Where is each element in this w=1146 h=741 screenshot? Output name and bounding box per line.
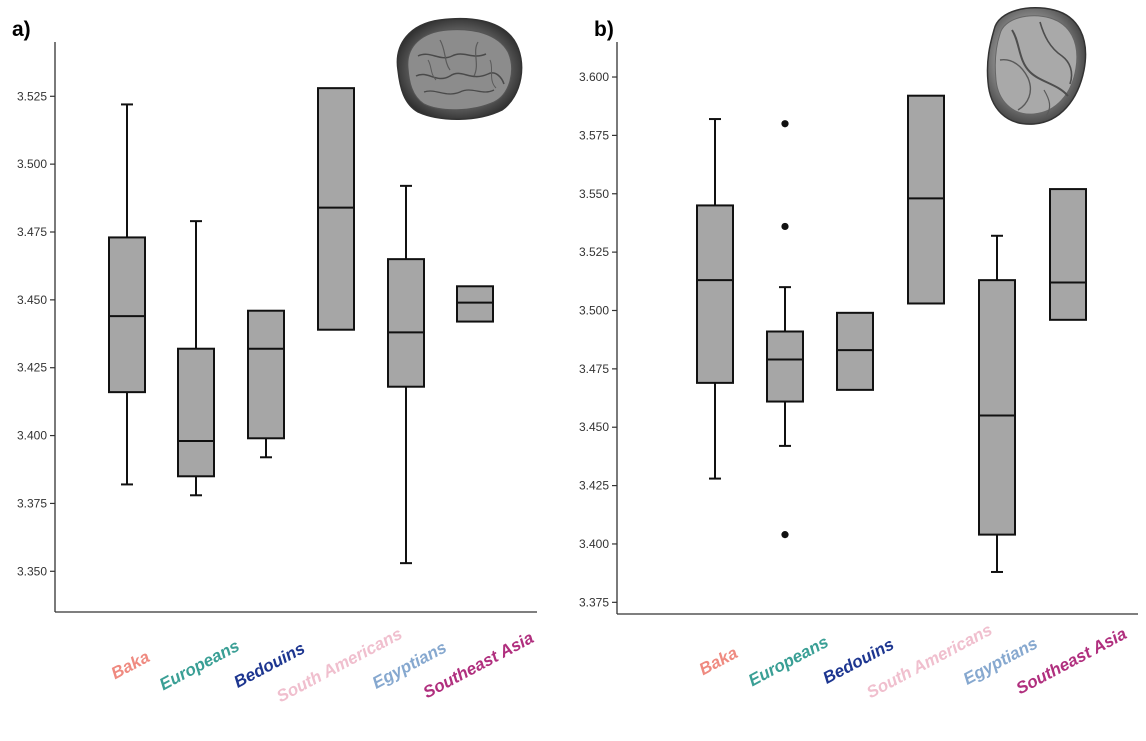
box-europeans xyxy=(766,120,804,539)
x-category-label: Europeans xyxy=(745,632,831,690)
iqr-box xyxy=(456,285,494,323)
box-bedouins xyxy=(836,311,874,391)
y-tick-label: 3.350 xyxy=(17,564,47,578)
y-tick-label: 3.400 xyxy=(579,537,609,551)
box-europeans xyxy=(177,220,215,497)
y-tick-label: 3.375 xyxy=(579,595,609,609)
iqr-box xyxy=(836,311,874,391)
iqr-box xyxy=(978,279,1016,536)
panel-b-plot: 3.375 3.400 3.425 3.450 3.475 3.500 3.525 3.550… xyxy=(579,42,1138,702)
box-bedouins xyxy=(247,309,285,459)
outlier-point xyxy=(781,120,789,128)
panel-a-plot: 3.350 3.375 3.400 3.425 3.450 3.475 3.500 3.525… xyxy=(17,42,537,706)
outlier-point xyxy=(781,531,789,539)
tooth-image-b xyxy=(986,7,1087,125)
box-south-americans xyxy=(317,87,355,331)
y-tick-label: 3.400 xyxy=(17,429,47,443)
iqr-box xyxy=(108,236,146,394)
iqr-box xyxy=(696,204,734,384)
box-southeast-asia xyxy=(456,285,494,323)
x-category-label: South Americans xyxy=(274,624,406,706)
box-southeast-asia xyxy=(1049,188,1087,321)
outlier-point xyxy=(781,222,789,231)
panel-a-label: a) xyxy=(12,18,31,41)
y-tick-label: 3.500 xyxy=(17,157,47,171)
y-tick-label: 3.525 xyxy=(579,245,609,259)
x-category-label: South Americans xyxy=(864,620,996,702)
iqr-box xyxy=(1049,188,1087,321)
panel-b: b) 3.3753.4003.4253.4503.4753.5003.5253.… xyxy=(579,7,1138,702)
box-egyptians xyxy=(978,234,1016,573)
iqr-box xyxy=(177,347,215,478)
x-category-label: Baka xyxy=(108,647,153,683)
y-tick-label: 3.450 xyxy=(579,420,609,434)
iqr-box xyxy=(766,330,804,403)
y-tick-label: 3.600 xyxy=(579,70,609,84)
y-tick-label: 3.425 xyxy=(17,361,47,375)
box-egyptians xyxy=(387,184,425,565)
y-tick-label: 3.375 xyxy=(17,496,47,510)
iqr-box xyxy=(247,309,285,440)
y-tick-label: 3.550 xyxy=(579,187,609,201)
y-tick-label: 3.475 xyxy=(579,362,609,376)
iqr-box xyxy=(907,94,945,305)
iqr-box xyxy=(317,87,355,331)
y-tick-label: 3.475 xyxy=(17,225,47,239)
panel-a: a) 3.3503.3753.4003.4253.4503.4753.5003.… xyxy=(12,17,537,706)
y-tick-label: 3.500 xyxy=(579,303,609,317)
x-category-label: Europeans xyxy=(156,636,242,694)
x-category-label: Baka xyxy=(696,643,741,679)
y-tick-label: 3.450 xyxy=(17,293,47,307)
panel-b-label: b) xyxy=(594,18,614,41)
tooth-image-a xyxy=(396,17,523,120)
y-tick-label: 3.575 xyxy=(579,128,609,142)
box-south-americans xyxy=(907,94,945,305)
box-baka xyxy=(108,103,146,486)
box-baka xyxy=(696,118,734,480)
y-tick-label: 3.525 xyxy=(17,89,47,103)
y-tick-label: 3.425 xyxy=(579,479,609,493)
iqr-box xyxy=(387,258,425,388)
